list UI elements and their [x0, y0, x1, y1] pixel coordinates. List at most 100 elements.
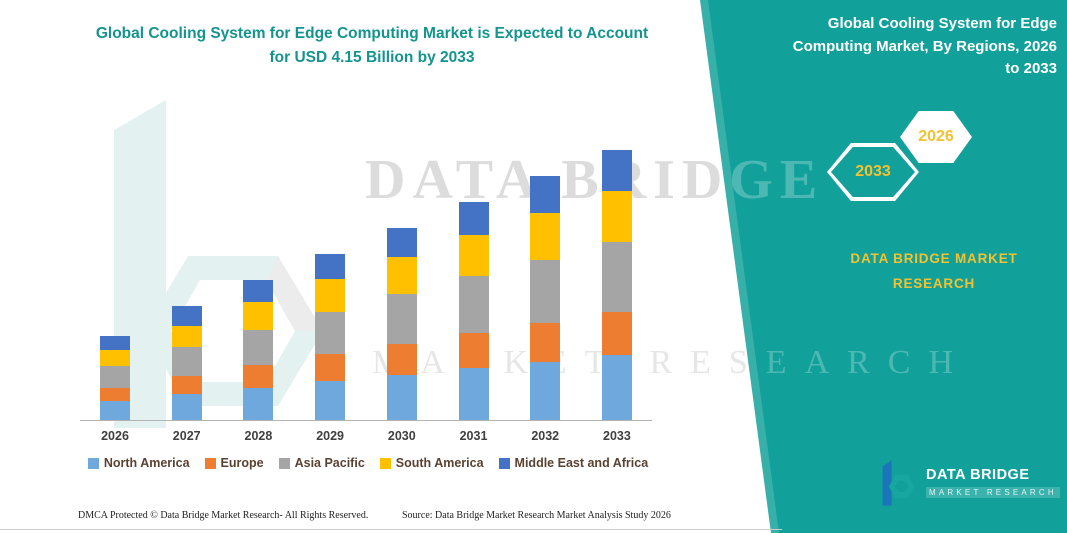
chart-column-2031: 2031	[458, 202, 489, 443]
chart-title-line1: Global Cooling System for Edge Computing…	[95, 25, 649, 42]
bar-stack	[315, 254, 346, 420]
legend-label-asia-pacific: Asia Pacific	[294, 456, 365, 470]
bar-segment-north-america	[530, 361, 561, 420]
legend-swatch-asia-pacific	[278, 457, 290, 469]
bar-segment-asia-pacific	[100, 366, 130, 388]
x-axis-label-2032: 2032	[531, 429, 560, 443]
bar-segment-middle-east-and-africa	[458, 202, 489, 235]
footer-source: Source: Data Bridge Market Research Mark…	[402, 510, 671, 521]
dbmr-logo-subtext: MARKET RESEARCH	[926, 486, 1060, 498]
side-title-line2: Computing Market, By Regions, 2026	[792, 37, 1057, 55]
bar-segment-asia-pacific	[601, 241, 632, 313]
legend-swatch-middle-east-and-africa	[498, 457, 510, 469]
bar-segment-north-america	[243, 387, 274, 420]
footer-dmca: DMCA Protected © Data Bridge Market Rese…	[78, 510, 369, 521]
x-axis-label-2027: 2027	[172, 429, 201, 443]
chart-legend: North America Europe Asia Pacific South Ame…	[62, 456, 674, 470]
bar-stack	[171, 306, 202, 420]
bar-segment-south-america	[530, 212, 561, 260]
bar-segment-asia-pacific	[315, 311, 346, 355]
bar-segment-north-america	[315, 381, 346, 420]
bar-segment-asia-pacific	[243, 329, 274, 366]
bar-segment-south-america	[601, 190, 632, 242]
dbmr-logo-name: DATA BRIDGE	[926, 466, 1030, 483]
legend-label-north-america: North America	[103, 456, 190, 470]
bar-segment-north-america	[458, 368, 489, 420]
bar-stack	[601, 150, 632, 420]
chart-column-2033: 2033	[601, 150, 632, 443]
bar-stack	[386, 228, 417, 420]
bar-segment-south-america	[243, 302, 274, 330]
bar-segment-middle-east-and-africa	[601, 150, 632, 191]
bar-segment-europe	[601, 312, 632, 355]
bar-segment-middle-east-and-africa	[171, 306, 202, 326]
x-axis-line	[80, 420, 652, 421]
x-axis-label-2029: 2029	[316, 429, 345, 443]
bar-segment-europe	[171, 376, 202, 394]
bar-segment-europe	[100, 387, 130, 401]
brand-text-line1: DATA BRIDGE MARKET	[850, 251, 1018, 266]
bar-segment-middle-east-and-africa	[315, 254, 346, 280]
side-panel-title: Global Cooling System for Edge Computing…	[737, 13, 1057, 81]
dbmr-logo: DATA BRIDGE MARKET RESEARCH	[878, 458, 1060, 506]
legend-swatch-europe	[204, 457, 216, 469]
chart-title-line2: for USD 4.15 Billion by 2033	[269, 49, 475, 66]
bar-segment-asia-pacific	[530, 259, 561, 323]
bar-segment-europe	[243, 365, 274, 388]
side-title-line3: to 2033	[1005, 60, 1057, 77]
x-axis-label-2028: 2028	[244, 429, 273, 443]
bar-segment-south-america	[386, 256, 417, 294]
bar-segment-north-america	[386, 374, 417, 420]
bar-segment-europe	[458, 332, 489, 368]
bar-segment-middle-east-and-africa	[100, 335, 130, 350]
chart-column-2030: 2030	[386, 228, 417, 443]
bar-segment-asia-pacific	[171, 347, 202, 377]
bar-segment-south-america	[315, 279, 346, 312]
brand-text: DATA BRIDGE MARKET RESEARCH	[828, 246, 1040, 296]
bar-stack	[100, 335, 130, 420]
bar-segment-north-america	[171, 394, 202, 420]
chart-column-2032: 2032	[530, 176, 561, 443]
legend-item-middle-east-and-africa: Middle East and Africa	[498, 456, 649, 470]
legend-item-europe: Europe	[204, 456, 264, 470]
legend-label-europe: Europe	[220, 456, 264, 470]
x-axis-label-2033: 2033	[603, 429, 631, 443]
bar-segment-south-america	[458, 234, 489, 277]
dbmr-logo-icon	[882, 460, 915, 506]
brand-text-line2: RESEARCH	[892, 276, 976, 291]
badge-2026-label: 2026	[918, 128, 954, 145]
stacked-bar-chart: 2026 2027 2028 2029 2030 2031 2032 2033	[100, 150, 632, 443]
legend-item-north-america: North America	[87, 456, 190, 470]
bar-segment-south-america	[171, 325, 202, 348]
chart-column-2028: 2028	[243, 280, 274, 443]
legend-swatch-south-america	[379, 457, 391, 469]
bar-stack	[458, 202, 489, 420]
legend-item-south-america: South America	[379, 456, 484, 470]
legend-label-middle-east-and-africa: Middle East and Africa	[514, 456, 649, 470]
badge-2033-label: 2033	[855, 163, 891, 180]
x-axis-label-2026: 2026	[101, 429, 129, 443]
side-title-line1: Global Cooling System for Edge	[827, 15, 1057, 32]
chart-title: Global Cooling System for Edge Computing…	[62, 22, 682, 70]
chart-column-2027: 2027	[171, 306, 202, 443]
chart-column-2026: 2026	[100, 335, 130, 443]
bar-segment-south-america	[100, 349, 130, 367]
bar-segment-asia-pacific	[386, 293, 417, 344]
badge-2033-inner: 2033	[831, 147, 915, 197]
bar-stack	[243, 280, 274, 420]
bar-segment-north-america	[601, 355, 632, 420]
bar-segment-asia-pacific	[458, 276, 489, 333]
footer-divider	[0, 529, 782, 530]
chart-column-2029: 2029	[315, 254, 346, 443]
bar-stack	[530, 176, 561, 420]
bar-segment-north-america	[100, 400, 130, 420]
bar-segment-middle-east-and-africa	[243, 280, 274, 303]
legend-swatch-north-america	[87, 457, 99, 469]
bar-segment-europe	[386, 344, 417, 375]
bar-segment-europe	[530, 322, 561, 362]
bar-segment-middle-east-and-africa	[386, 228, 417, 257]
legend-item-asia-pacific: Asia Pacific	[278, 456, 365, 470]
bar-segment-europe	[315, 354, 346, 381]
